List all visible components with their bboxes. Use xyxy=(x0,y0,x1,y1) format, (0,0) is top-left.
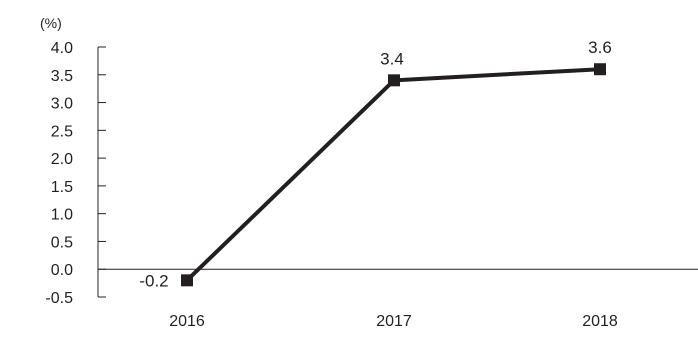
x-tick-label: 2017 xyxy=(376,313,412,330)
data-label: 3.6 xyxy=(588,38,612,57)
y-tick-label: 0.0 xyxy=(51,262,73,279)
y-axis-unit-label: (%) xyxy=(40,15,62,31)
y-tick-label: 3.0 xyxy=(51,96,73,113)
data-point-marker xyxy=(388,74,400,87)
data-labels: -0.2 3.4 3.6 xyxy=(139,38,611,290)
data-point-marker xyxy=(594,63,606,76)
y-tick-label: 4.0 xyxy=(51,40,73,57)
y-tick-label: 1.0 xyxy=(51,207,73,224)
y-tick-label: 2.0 xyxy=(51,151,73,168)
y-tick-label: 3.5 xyxy=(51,68,73,85)
x-tick-label: 2016 xyxy=(169,313,205,330)
y-axis: 4.0 3.5 3.0 2.5 2.0 1.5 1.0 0.5 0.0 -0.5 xyxy=(45,40,106,307)
y-tick-label: 2.5 xyxy=(51,123,73,140)
y-tick-label: 1.5 xyxy=(51,179,73,196)
y-tick-label: 0.5 xyxy=(51,234,73,251)
data-point-marker xyxy=(181,274,193,287)
data-label: -0.2 xyxy=(139,271,168,290)
x-tick-label: 2018 xyxy=(582,313,618,330)
data-label: 3.4 xyxy=(380,49,404,68)
y-tick-label: -0.5 xyxy=(45,290,73,307)
series-line-group xyxy=(181,63,606,287)
series-line xyxy=(185,67,601,282)
